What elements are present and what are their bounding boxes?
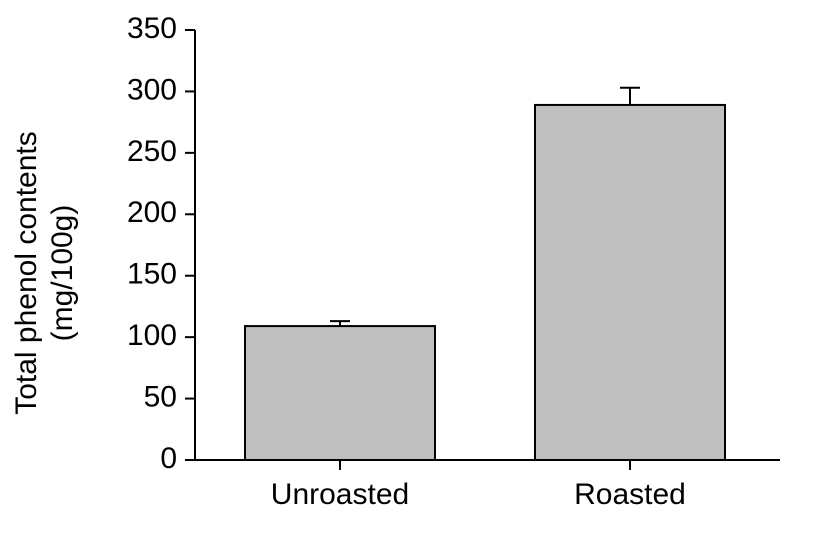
chart-svg: 0 50 100 150 200 250 300 350 Unroasted Roasted [0,0,839,545]
y-tick-label: 50 [144,380,177,413]
phenol-bar-chart: Total phenol contents(mg/100g) 0 50 100 150… [0,0,839,545]
y-axis-label-line2: (mg/100g) [45,131,81,415]
category-label: Unroasted [271,478,409,511]
y-tick-label: 250 [127,135,177,168]
y-tick-label: 100 [127,319,177,352]
y-tick-label: 350 [127,12,177,45]
bar-roasted [535,105,725,460]
y-axis-label-line1: Total phenol contents [9,131,45,415]
category-label: Roasted [574,478,686,511]
bar-unroasted [245,326,435,460]
y-axis-label: Total phenol contents(mg/100g) [0,0,90,545]
y-tick-label: 200 [127,196,177,229]
y-tick-label: 150 [127,258,177,291]
y-tick-label: 300 [127,73,177,106]
y-tick-label: 0 [160,442,177,475]
